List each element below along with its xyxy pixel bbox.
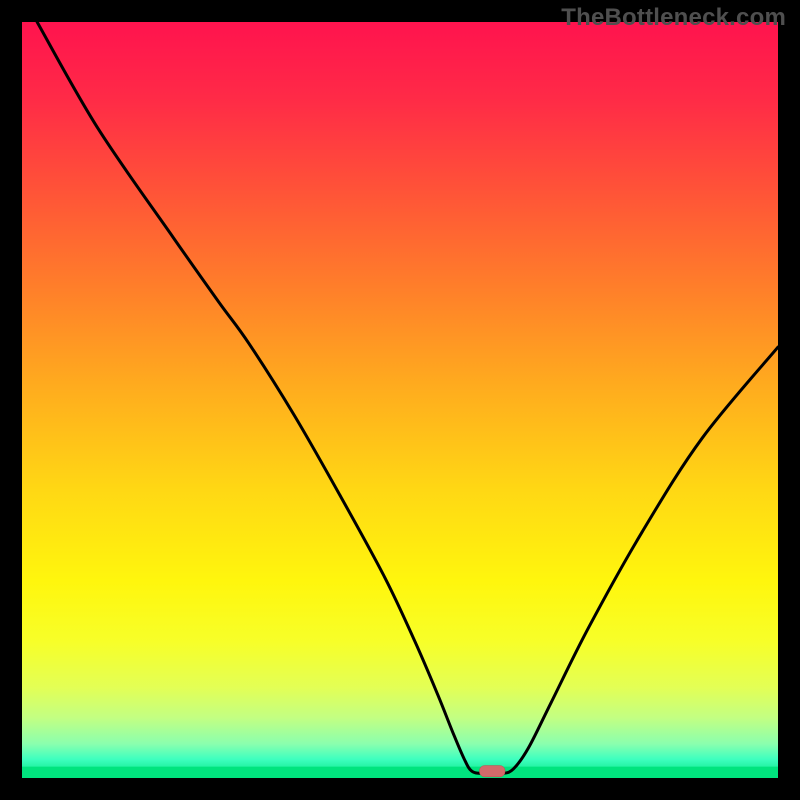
min-marker [479,766,505,777]
plot-svg [22,22,778,778]
watermark-text: TheBottleneck.com [561,4,786,32]
plot-area [22,22,778,778]
gradient-background [22,22,778,778]
bottom-band [22,767,778,778]
chart-frame: TheBottleneck.com [0,0,800,800]
